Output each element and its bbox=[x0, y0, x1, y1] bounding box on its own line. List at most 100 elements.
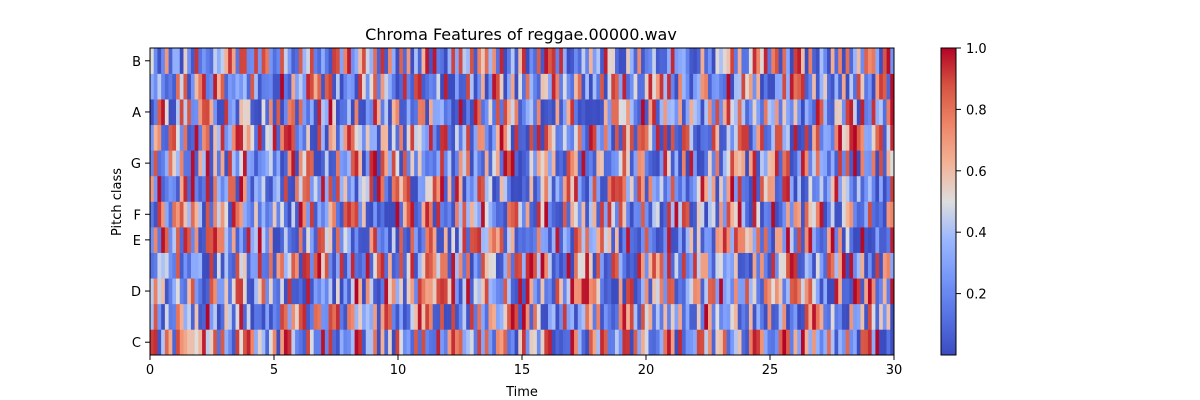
heatmap-cell bbox=[834, 201, 839, 228]
heatmap-cell bbox=[321, 329, 326, 356]
heatmap-cell bbox=[674, 278, 679, 305]
heatmap-cell bbox=[220, 99, 225, 126]
heatmap-cell bbox=[458, 48, 463, 74]
heatmap-cell bbox=[667, 175, 672, 202]
heatmap-cell bbox=[388, 150, 393, 177]
heatmap-cell bbox=[659, 150, 664, 177]
heatmap-cell bbox=[235, 227, 240, 253]
heatmap-cell bbox=[172, 329, 177, 356]
heatmap-cell bbox=[562, 201, 567, 228]
heatmap-cell bbox=[793, 175, 798, 202]
heatmap-cell bbox=[626, 252, 631, 279]
heatmap-cell bbox=[332, 175, 337, 202]
heatmap-cell bbox=[734, 48, 739, 74]
heatmap-cell bbox=[763, 175, 768, 202]
heatmap-cell bbox=[276, 150, 281, 177]
heatmap-cell bbox=[760, 99, 765, 126]
heatmap-cell bbox=[157, 175, 162, 202]
heatmap-cell bbox=[384, 175, 389, 202]
heatmap-cell bbox=[592, 329, 597, 356]
heatmap-cell bbox=[462, 150, 467, 177]
heatmap-cell bbox=[339, 99, 344, 126]
heatmap-cell bbox=[469, 150, 474, 177]
heatmap-cell bbox=[209, 48, 214, 74]
heatmap-cell bbox=[670, 175, 675, 202]
heatmap-cell bbox=[853, 252, 858, 279]
heatmap-cell bbox=[637, 73, 642, 100]
heatmap-cell bbox=[477, 124, 482, 151]
heatmap-cell bbox=[789, 175, 794, 202]
heatmap-cell bbox=[198, 329, 203, 356]
heatmap-cell bbox=[243, 252, 248, 279]
heatmap-cell bbox=[808, 227, 813, 253]
heatmap-cell bbox=[778, 73, 783, 100]
colorbar-tick-label: 0.4 bbox=[966, 226, 987, 241]
heatmap-cell bbox=[689, 201, 694, 228]
heatmap-cell bbox=[860, 329, 865, 356]
heatmap-cell bbox=[243, 124, 248, 151]
heatmap-cell bbox=[748, 201, 753, 228]
heatmap-cell bbox=[886, 227, 891, 253]
heatmap-cell bbox=[585, 227, 590, 253]
heatmap-cell bbox=[443, 227, 448, 253]
heatmap-cell bbox=[280, 329, 285, 356]
heatmap-cell bbox=[812, 227, 817, 253]
heatmap-cell bbox=[157, 227, 162, 253]
heatmap-cell bbox=[410, 150, 415, 177]
heatmap-cell bbox=[150, 175, 155, 202]
heatmap-cell bbox=[343, 73, 348, 100]
heatmap-cell bbox=[871, 73, 876, 100]
heatmap-cell bbox=[838, 48, 843, 74]
heatmap-cell bbox=[298, 99, 303, 126]
heatmap-cell bbox=[801, 175, 806, 202]
heatmap-cell bbox=[592, 124, 597, 151]
heatmap-cell bbox=[466, 150, 471, 177]
heatmap-cell bbox=[309, 329, 314, 356]
heatmap-cell bbox=[562, 303, 567, 330]
heatmap-cell bbox=[254, 201, 259, 228]
heatmap-cell bbox=[164, 73, 169, 100]
heatmap-cell bbox=[522, 329, 527, 356]
heatmap-cell bbox=[484, 227, 489, 253]
heatmap-cell bbox=[176, 175, 181, 202]
heatmap-cell bbox=[793, 201, 798, 228]
heatmap-cell bbox=[455, 303, 460, 330]
heatmap-cell bbox=[585, 73, 590, 100]
heatmap-cell bbox=[615, 329, 620, 356]
heatmap-cell bbox=[875, 124, 880, 151]
heatmap-cell bbox=[890, 227, 895, 253]
heatmap-cell bbox=[317, 303, 322, 330]
heatmap-cell bbox=[655, 303, 660, 330]
heatmap-cell bbox=[440, 278, 445, 305]
heatmap-cell bbox=[626, 227, 631, 253]
heatmap-cell bbox=[421, 124, 426, 151]
heatmap-cell bbox=[670, 252, 675, 279]
heatmap-cell bbox=[644, 150, 649, 177]
colorbar-tick-label: 0.6 bbox=[966, 165, 987, 180]
heatmap-cell bbox=[540, 278, 545, 305]
heatmap-cell bbox=[533, 303, 538, 330]
heatmap-cell bbox=[745, 48, 750, 74]
heatmap-cell bbox=[525, 227, 530, 253]
heatmap-cell bbox=[566, 175, 571, 202]
heatmap-cell bbox=[298, 150, 303, 177]
heatmap-cell bbox=[220, 227, 225, 253]
heatmap-cell bbox=[693, 175, 698, 202]
heatmap-cell bbox=[559, 73, 564, 100]
heatmap-cell bbox=[350, 48, 355, 74]
heatmap-cell bbox=[864, 48, 869, 74]
heatmap-cell bbox=[261, 227, 266, 253]
heatmap-cell bbox=[503, 278, 508, 305]
heatmap-cell bbox=[298, 73, 303, 100]
heatmap-cell bbox=[681, 175, 686, 202]
heatmap-cell bbox=[786, 201, 791, 228]
heatmap-cell bbox=[864, 303, 869, 330]
heatmap-cell bbox=[856, 303, 861, 330]
heatmap-cell bbox=[384, 150, 389, 177]
heatmap-cell bbox=[213, 252, 218, 279]
heatmap-cell bbox=[455, 329, 460, 356]
heatmap-cell bbox=[306, 99, 311, 126]
heatmap-cell bbox=[704, 124, 709, 151]
heatmap-cell bbox=[693, 48, 698, 74]
heatmap-cell bbox=[228, 278, 233, 305]
